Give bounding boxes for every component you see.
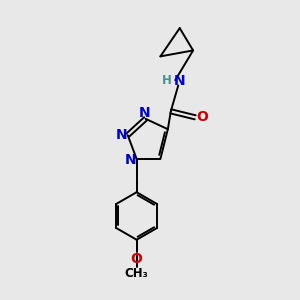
Text: N: N <box>174 74 185 88</box>
Text: N: N <box>139 106 151 120</box>
Text: H: H <box>161 74 171 87</box>
Text: CH₃: CH₃ <box>125 266 148 280</box>
Text: N: N <box>116 128 127 142</box>
Text: O: O <box>196 110 208 124</box>
Text: N: N <box>124 152 136 167</box>
Text: O: O <box>130 252 142 266</box>
